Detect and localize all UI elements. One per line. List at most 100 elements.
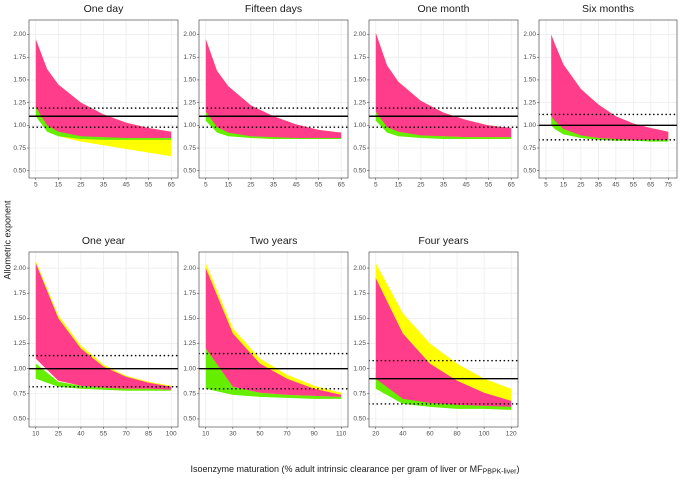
y-tick-label: 0.50	[183, 167, 196, 174]
x-tick-label: 35	[440, 182, 448, 189]
band-area	[35, 39, 172, 139]
y-tick-label: 0.75	[353, 145, 366, 152]
panel: Four years 0.50 0.75 1.00 1.25 1.50 1.75 2.00 20…	[353, 235, 519, 438]
x-tick-label: 25	[247, 182, 255, 189]
y-tick-label: 1.00	[13, 122, 26, 129]
x-tick-label: 75	[665, 182, 673, 189]
panel: One day 0.50 0.75 1.00 1.25 1.50 1.75 2.00 5 15 25…	[13, 3, 179, 189]
plot-area	[539, 34, 677, 142]
x-tick-label: 15	[560, 182, 568, 189]
x-tick-label: 80	[453, 431, 461, 438]
x-tick-label: 55	[315, 182, 323, 189]
x-tick-label: 50	[256, 431, 264, 438]
band-area	[375, 278, 512, 407]
x-tick-label: 110	[336, 431, 347, 438]
panel-title: Six months	[582, 3, 634, 15]
x-tick-label: 65	[508, 182, 516, 189]
y-tick-label: 1.75	[353, 54, 366, 61]
x-tick-label: 5	[544, 182, 548, 189]
panel-border	[28, 19, 179, 179]
y-axis-label: Allometric exponent	[2, 200, 12, 280]
y-tick-label: 1.00	[353, 122, 366, 129]
x-tick-label: 100	[166, 431, 177, 438]
x-tick-label: 85	[145, 431, 153, 438]
panel-border	[198, 251, 349, 428]
panel-border	[28, 251, 179, 428]
y-tick-label: 2.00	[353, 31, 366, 38]
band-area	[35, 263, 172, 390]
y-tick-label: 1.50	[183, 315, 196, 322]
y-tick-label: 1.75	[183, 290, 196, 297]
panel-border	[198, 19, 349, 179]
band-area	[551, 34, 669, 140]
x-tick-label: 20	[372, 431, 380, 438]
x-tick-label: 90	[311, 431, 319, 438]
x-tick-label: 25	[577, 182, 585, 189]
plot-area	[29, 261, 178, 391]
band-area	[375, 32, 512, 138]
x-tick-label: 25	[55, 431, 63, 438]
y-tick-label: 1.75	[13, 54, 26, 61]
x-tick-label: 70	[122, 431, 130, 438]
y-tick-label: 1.50	[353, 315, 366, 322]
plot-area	[369, 32, 518, 139]
plot-area	[199, 263, 348, 399]
panel-title: Four years	[418, 235, 468, 247]
x-axis-label: Isoenzyme maturation (% adult intrinsic …	[191, 464, 520, 475]
x-tick-label: 25	[417, 182, 425, 189]
x-tick-label: 25	[77, 182, 85, 189]
y-tick-label: 1.25	[13, 99, 26, 106]
x-label-subscript: PBPK-liver	[483, 468, 518, 475]
y-tick-label: 1.75	[353, 290, 366, 297]
y-tick-label: 2.00	[353, 265, 366, 272]
x-label-main: Isoenzyme maturation (% adult intrinsic …	[191, 464, 484, 474]
band-area	[375, 373, 512, 410]
y-tick-label: 0.75	[353, 391, 366, 398]
y-tick-label: 0.75	[13, 391, 26, 398]
x-tick-label: 120	[506, 431, 517, 438]
x-tick-label: 45	[612, 182, 620, 189]
x-tick-label: 15	[55, 182, 63, 189]
panel: One month 0.50 0.75 1.00 1.25 1.50 1.75 2.00 5 15…	[353, 3, 519, 189]
y-tick-label: 1.50	[13, 315, 26, 322]
x-tick-label: 5	[374, 182, 378, 189]
y-tick-label: 1.25	[353, 340, 366, 347]
y-tick-label: 1.00	[183, 122, 196, 129]
x-tick-label: 45	[292, 182, 300, 189]
y-tick-label: 2.00	[523, 31, 536, 38]
panel-title: Fifteen days	[245, 3, 302, 15]
x-tick-label: 65	[168, 182, 176, 189]
y-tick-label: 1.00	[523, 122, 536, 129]
panel-title: One month	[418, 3, 470, 15]
band-area	[205, 268, 342, 397]
x-tick-label: 70	[283, 431, 291, 438]
y-tick-label: 1.00	[13, 365, 26, 372]
panel: Two years 0.50 0.75 1.00 1.25 1.50 1.75 2.00 10 3…	[183, 235, 349, 438]
x-tick-label: 15	[225, 182, 233, 189]
y-tick-label: 0.50	[13, 167, 26, 174]
y-tick-label: 1.50	[353, 77, 366, 84]
y-tick-label: 1.50	[523, 77, 536, 84]
y-tick-label: 1.25	[523, 99, 536, 106]
band-area	[35, 363, 172, 391]
plot-area	[29, 39, 178, 157]
x-tick-label: 45	[122, 182, 130, 189]
y-tick-label: 1.00	[183, 365, 196, 372]
panel: Six months 0.50 0.75 1.00 1.25 1.50 1.75 2.00 5 1…	[523, 3, 678, 189]
y-tick-label: 1.50	[13, 77, 26, 84]
x-tick-label: 100	[479, 431, 490, 438]
panel: Fifteen days 0.50 0.75 1.00 1.25 1.50 1.75 2.00…	[183, 3, 349, 189]
y-tick-label: 0.50	[353, 167, 366, 174]
x-tick-label: 55	[485, 182, 493, 189]
panel-border	[368, 251, 519, 428]
x-tick-label: 30	[229, 431, 237, 438]
y-tick-label: 0.50	[353, 416, 366, 423]
y-tick-label: 0.50	[13, 416, 26, 423]
y-tick-label: 1.00	[353, 365, 366, 372]
y-tick-label: 1.25	[183, 340, 196, 347]
x-tick-label: 35	[270, 182, 278, 189]
y-tick-label: 2.00	[13, 31, 26, 38]
plot-area	[369, 263, 518, 410]
x-tick-label: 40	[399, 431, 407, 438]
